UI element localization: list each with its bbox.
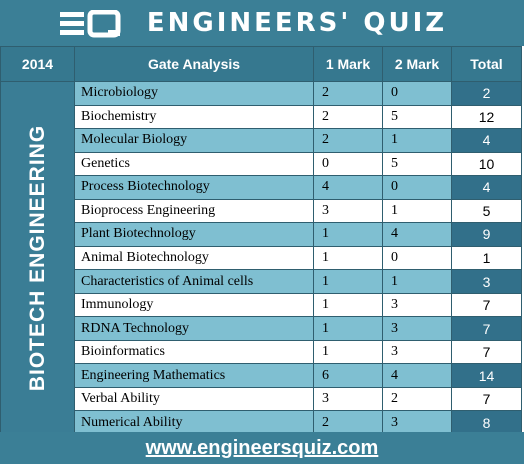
two-mark-cell: 1 <box>382 198 452 224</box>
eq-logo-icon <box>60 10 121 38</box>
website-link[interactable]: www.engineersquiz.com <box>145 436 379 459</box>
total-cell: 7 <box>451 316 522 341</box>
gate-analysis-table-area: 2014 Gate Analysis 1 Mark 2 Mark Total B… <box>0 46 524 458</box>
total-cell: 7 <box>451 339 522 365</box>
one-mark-cell: 1 <box>313 316 383 341</box>
subject-cell: Process Biotechnology <box>74 175 314 200</box>
two-mark-header: 2 Mark <box>382 46 452 82</box>
gate-analysis-table: 2014 Gate Analysis 1 Mark 2 Mark Total B… <box>0 46 522 458</box>
table-row: Bioinformatics 1 3 7 <box>1 339 522 365</box>
subject-cell: Plant Biotechnology <box>74 222 314 247</box>
one-mark-cell: 1 <box>313 339 383 365</box>
side-label: BIOTECH ENGINEERING <box>25 124 49 392</box>
two-mark-cell: 4 <box>382 363 452 388</box>
subject-cell: Bioprocess Engineering <box>74 198 314 224</box>
total-cell: 4 <box>451 128 522 153</box>
table-row: Plant Biotechnology 1 4 9 <box>1 222 522 247</box>
total-cell: 2 <box>451 81 522 106</box>
year-header: 2014 <box>0 46 75 82</box>
table-row: Engineering Mathematics 6 4 14 <box>1 363 522 388</box>
subject-cell: Molecular Biology <box>74 128 314 153</box>
one-mark-cell: 1 <box>313 222 383 247</box>
footer-bar: www.engineersquiz.com <box>0 432 524 464</box>
subject-header: Gate Analysis <box>74 46 314 82</box>
one-mark-cell: 2 <box>313 81 383 106</box>
side-label-cell: BIOTECH ENGINEERING <box>0 81 75 435</box>
one-mark-header: 1 Mark <box>313 46 383 82</box>
table-row: RDNA Technology 1 3 7 <box>1 316 522 341</box>
subject-cell: Immunology <box>74 292 314 318</box>
subject-cell: Animal Biotechnology <box>74 245 314 271</box>
table-row: Genetics 0 5 10 <box>1 151 522 177</box>
two-mark-cell: 3 <box>382 316 452 341</box>
subject-cell: Bioinformatics <box>74 339 314 365</box>
one-mark-cell: 2 <box>313 128 383 153</box>
side-label-wrap: BIOTECH ENGINEERING <box>1 82 74 434</box>
subject-cell: Characteristics of Animal cells <box>74 269 314 294</box>
two-mark-cell: 4 <box>382 222 452 247</box>
total-cell: 9 <box>451 222 522 247</box>
total-cell: 4 <box>451 175 522 200</box>
table-row: Process Biotechnology 4 0 4 <box>1 175 522 200</box>
table-row: Numerical Ability 2 3 8 <box>1 410 522 435</box>
subject-cell: Genetics <box>74 151 314 177</box>
total-cell: 8 <box>451 410 522 435</box>
two-mark-cell: 1 <box>382 128 452 153</box>
total-cell: 7 <box>451 292 522 318</box>
total-cell: 3 <box>451 269 522 294</box>
one-mark-cell: 1 <box>313 292 383 318</box>
subject-cell: Numerical Ability <box>74 410 314 435</box>
one-mark-cell: 2 <box>313 104 383 130</box>
one-mark-cell: 6 <box>313 363 383 388</box>
table-row: Bioprocess Engineering 3 1 5 <box>1 198 522 224</box>
one-mark-cell: 1 <box>313 269 383 294</box>
subject-cell: Microbiology <box>74 81 314 106</box>
subject-cell: Biochemistry <box>74 104 314 130</box>
total-cell: 7 <box>451 386 522 412</box>
subject-cell: RDNA Technology <box>74 316 314 341</box>
table-row: Immunology 1 3 7 <box>1 292 522 318</box>
two-mark-cell: 3 <box>382 292 452 318</box>
total-cell: 10 <box>451 151 522 177</box>
two-mark-cell: 5 <box>382 104 452 130</box>
two-mark-cell: 1 <box>382 269 452 294</box>
two-mark-cell: 0 <box>382 245 452 271</box>
one-mark-cell: 0 <box>313 151 383 177</box>
header-banner: ENGINEERS' QUIZ <box>0 0 524 46</box>
two-mark-cell: 0 <box>382 175 452 200</box>
table-header-row: 2014 Gate Analysis 1 Mark 2 Mark Total <box>0 46 522 82</box>
subject-cell: Engineering Mathematics <box>74 363 314 388</box>
two-mark-cell: 5 <box>382 151 452 177</box>
two-mark-cell: 3 <box>382 339 452 365</box>
table-row: Molecular Biology 2 1 4 <box>1 128 522 153</box>
total-header: Total <box>451 46 522 82</box>
table-row: Characteristics of Animal cells 1 1 3 <box>1 269 522 294</box>
site-title: ENGINEERS' QUIZ <box>146 8 448 38</box>
two-mark-cell: 2 <box>382 386 452 412</box>
table-row: Verbal Ability 3 2 7 <box>1 386 522 412</box>
one-mark-cell: 3 <box>313 198 383 224</box>
total-cell: 14 <box>451 363 522 388</box>
one-mark-cell: 3 <box>313 386 383 412</box>
total-cell: 1 <box>451 245 522 271</box>
table-row: BIOTECH ENGINEERING Microbiology 2 0 2 <box>0 81 522 435</box>
one-mark-cell: 2 <box>313 410 383 435</box>
total-cell: 12 <box>451 104 522 130</box>
total-cell: 5 <box>451 198 522 224</box>
table-row: Biochemistry 2 5 12 <box>1 104 522 130</box>
two-mark-cell: 3 <box>382 410 452 435</box>
two-mark-cell: 0 <box>382 81 452 106</box>
subject-cell: Verbal Ability <box>74 386 314 412</box>
one-mark-cell: 4 <box>313 175 383 200</box>
table-row: Animal Biotechnology 1 0 1 <box>1 245 522 271</box>
one-mark-cell: 1 <box>313 245 383 271</box>
